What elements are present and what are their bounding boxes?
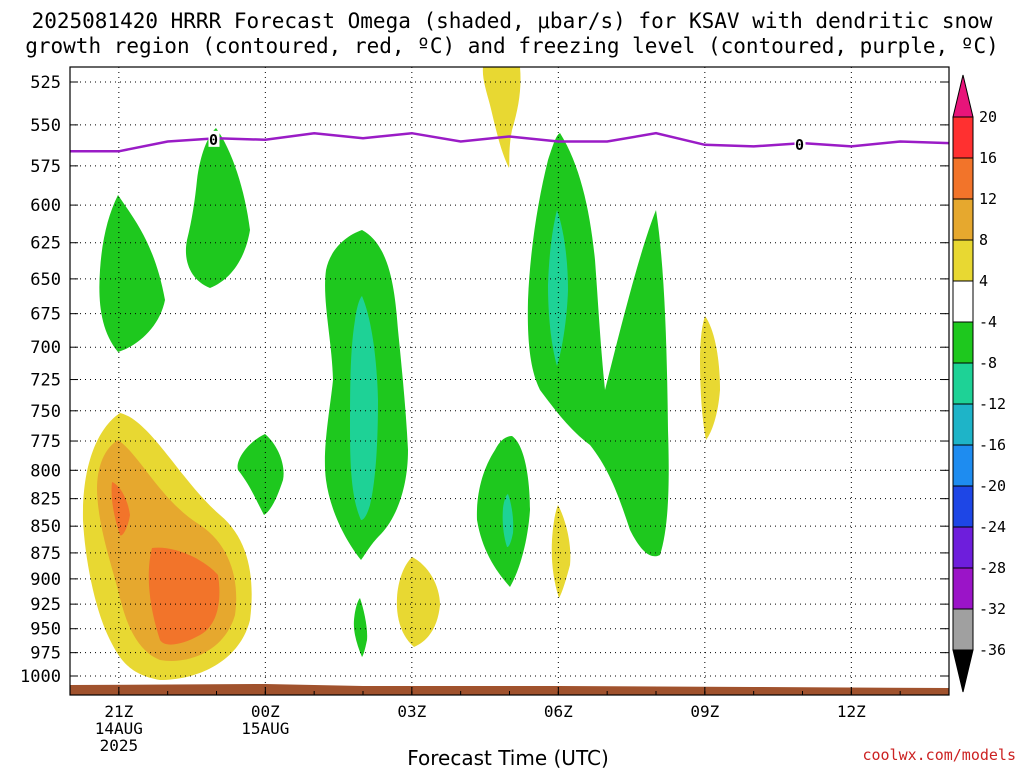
y-tick-label: 925: [30, 595, 61, 615]
colorbar-segment: [952, 485, 974, 528]
y-tick-label: 650: [30, 270, 61, 290]
omega-dark-orange-region-1: [148, 547, 220, 645]
omega-shading: [82, 67, 720, 680]
colorbar-label: -24: [979, 518, 1006, 536]
colorbar-segment: [952, 526, 974, 569]
x-tick-label: 12Z: [837, 702, 866, 721]
y-tick-label: 1000: [20, 667, 61, 687]
omega-yellow-region-small-1: [551, 505, 571, 598]
colorbar-label: 16: [979, 149, 997, 167]
colorbar-segment: [952, 198, 974, 241]
colorbar-label: -32: [979, 600, 1006, 618]
y-tick-label: 800: [30, 461, 61, 481]
y-tick-label: 850: [30, 517, 61, 537]
colorbar-label: 12: [979, 190, 997, 208]
colorbar-label: 4: [979, 272, 988, 290]
x-tick-label: 2025: [100, 736, 139, 755]
chart-title-line-2: growth region (contoured, red, ºC) and f…: [25, 34, 999, 58]
omega-yellow-region-mid: [700, 316, 720, 440]
y-tick-label: 950: [30, 620, 61, 640]
contour-label-bg: [208, 130, 220, 147]
colorbar-label: -16: [979, 436, 1006, 454]
colorbar-top-arrow: [952, 74, 974, 118]
colorbar-label: -20: [979, 477, 1006, 495]
colorbar-segment: [952, 403, 974, 446]
x-tick-label: 03Z: [397, 702, 426, 721]
surface-terrain-band: [70, 684, 949, 695]
colorbar-label: -8: [979, 354, 997, 372]
chart-title-line-1: 2025081420 HRRR Forecast Omega (shaded, …: [31, 9, 993, 33]
y-tick-label: 775: [30, 432, 61, 452]
x-tick-label: 06Z: [544, 702, 573, 721]
y-tick-label: 900: [30, 570, 61, 590]
omega-yellow-region-top: [482, 67, 521, 168]
y-tick-label: 625: [30, 234, 61, 254]
y-tick-label: 700: [30, 338, 61, 358]
colorbar-segment: [952, 567, 974, 610]
colorbar-label: -12: [979, 395, 1006, 413]
x-tick-label: 09Z: [690, 702, 719, 721]
y-tick-label: 725: [30, 371, 61, 391]
y-tick-label: 875: [30, 544, 61, 564]
omega-green-region-1: [99, 195, 165, 352]
colorbar-segment: [952, 157, 974, 200]
y-tick-label: 550: [30, 116, 61, 136]
colorbar-label: -28: [979, 559, 1006, 577]
omega-green-region-2: [185, 128, 250, 288]
colorbar-segment: [952, 239, 974, 282]
omega-teal-region-3: [502, 494, 514, 547]
y-tick-label: 675: [30, 305, 61, 325]
contour-label-bg: [794, 135, 806, 152]
x-tick-label: 00Z: [251, 702, 280, 721]
omega-dark-orange-region-2: [111, 482, 130, 536]
omega-yellow-region-small-2: [396, 557, 440, 647]
x-tick-label: 14AUG: [95, 719, 143, 738]
colorbar-segment: [952, 444, 974, 487]
y-tick-label: 575: [30, 157, 61, 177]
surface-band: [70, 684, 949, 695]
freezing-level-label: 0: [795, 136, 804, 154]
freezing-level-label: 0: [209, 131, 218, 149]
x-tick-label: 15AUG: [241, 719, 289, 738]
omega-green-region-7: [527, 133, 669, 557]
colorbar-segment: [952, 362, 974, 405]
colorbar-label: 8: [979, 231, 988, 249]
colorbar-segment: [952, 608, 974, 651]
y-tick-label: 600: [30, 196, 61, 216]
y-tick-label: 750: [30, 402, 61, 422]
y-tick-label: 525: [30, 73, 61, 93]
colorbar-segment: [952, 321, 974, 364]
colorbar-segment: [952, 280, 974, 323]
colorbar-label: -36: [979, 641, 1006, 659]
colorbar-label: -4: [979, 313, 997, 331]
omega-green-region-3: [237, 434, 284, 515]
y-tick-label: 825: [30, 490, 61, 510]
colorbar-legend: 20 16 12 8 4 -4 -8 -12 -16 -20 -24 -28 -32 -36: [952, 74, 1006, 693]
y-axis: 525 550 575 600 625 650 675 700 725 750 775 800 825 8…: [20, 73, 949, 687]
omega-teal-region-1: [350, 296, 378, 520]
colorbar-label: 20: [979, 108, 997, 126]
x-axis-label: Forecast Time (UTC): [407, 746, 609, 768]
credit-text: coolwx.com/models: [862, 746, 1016, 764]
colorbar-segment: [952, 116, 974, 159]
omega-green-region-5: [353, 598, 368, 657]
y-tick-label: 975: [30, 644, 61, 664]
x-tick-label: 21Z: [104, 702, 133, 721]
colorbar-bottom-arrow: [952, 649, 974, 693]
